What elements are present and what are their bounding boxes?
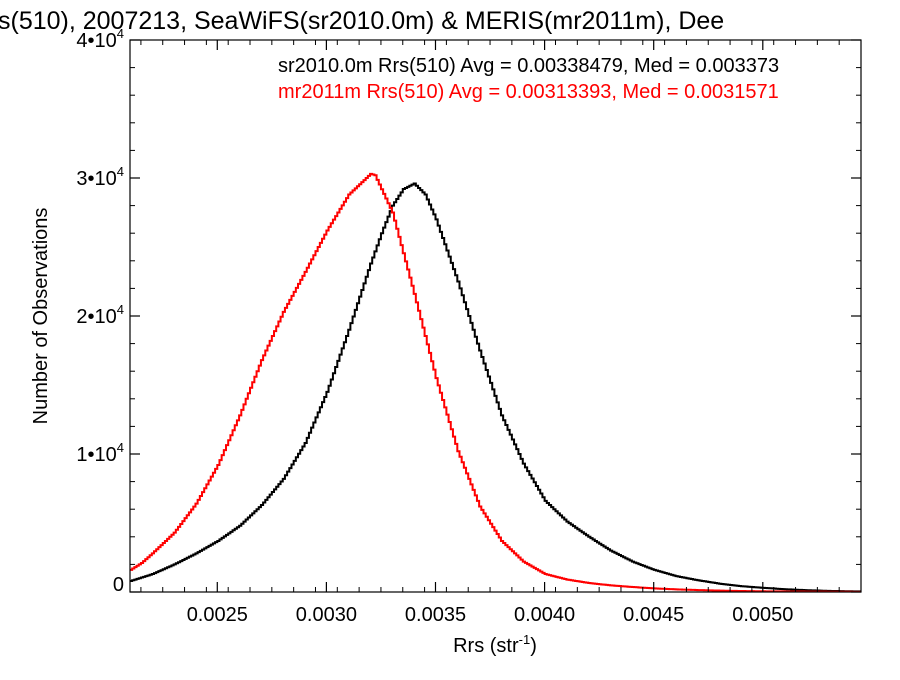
y-axis-label: Number of Observations [30, 208, 52, 425]
y-tick-label: 2•104 [76, 302, 124, 328]
annotation-mr2011: mr2011m Rrs(510) Avg = 0.00313393, Med =… [278, 81, 779, 103]
y-tick-label: 1•104 [76, 440, 124, 466]
x-axis-label-superscript: -1 [519, 632, 531, 647]
chart-title: s(510), 2007213, SeaWiFS(sr2010.0m) & ME… [0, 7, 724, 35]
x-tick-label: 0.0025 [187, 604, 248, 626]
x-axis-label: Rrs (str-1) [453, 632, 537, 657]
x-axis-label-main: Rrs (str [453, 635, 519, 657]
series-mr2011-line [130, 172, 861, 592]
x-tick-label: 0.0050 [732, 604, 793, 626]
y-tick-label: 4•104 [76, 26, 124, 52]
plot-frame [129, 39, 862, 593]
x-tick-label: 0.0045 [623, 604, 684, 626]
y-tick-label: 3•104 [76, 164, 124, 190]
x-tick-label: 0.0030 [296, 604, 357, 626]
series-layer [130, 172, 861, 592]
annotation-sr2010: sr2010.0m Rrs(510) Avg = 0.00338479, Med… [278, 55, 779, 77]
series-sr2010-line [130, 182, 861, 592]
x-axis: 0.0025 0.0030 0.0035 0.0040 0.0045 0.0050 [140, 40, 840, 626]
x-axis-label-close: ) [530, 635, 537, 657]
x-tick-label: 0.0040 [514, 604, 575, 626]
y-tick-label: 0 [113, 574, 124, 596]
y-axis: 0 1•104 2•104 3•104 4•104 [76, 26, 861, 596]
x-tick-label: 0.0035 [405, 604, 466, 626]
